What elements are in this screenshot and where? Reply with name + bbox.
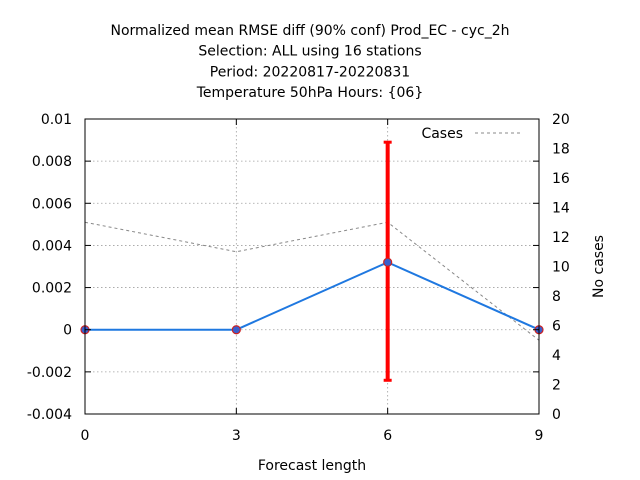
title-line: Selection: ALL using 16 stations — [198, 44, 421, 60]
x-axis-label: Forecast length — [258, 458, 366, 474]
data-point — [231, 325, 241, 335]
rmse-diff-series — [85, 261, 540, 331]
y-tick-label: 0.002 — [32, 281, 72, 297]
x-tick-label: 9 — [535, 428, 544, 444]
y2-tick-label: 16 — [552, 171, 570, 187]
x-tick-label: 0 — [81, 428, 90, 444]
title-line: Temperature 50hPa Hours: {06} — [196, 85, 423, 101]
chart-title: Normalized mean RMSE diff (90% conf) Pro… — [111, 23, 510, 101]
title-line: Normalized mean RMSE diff (90% conf) Pro… — [111, 23, 510, 39]
data-point — [383, 257, 393, 267]
y-tick-label: -0.004 — [27, 407, 72, 423]
y2-tick-label: 20 — [552, 112, 570, 128]
y2-tick-label: 18 — [552, 142, 570, 158]
y-tick-label: 0.004 — [32, 238, 72, 254]
cases-series — [84, 221, 540, 341]
y2-tick-label: 10 — [552, 260, 570, 276]
y-tick-label: 0 — [63, 323, 72, 339]
legend: Cases — [421, 126, 521, 142]
y2-tick-label: 6 — [552, 319, 561, 335]
y-tick-label: 0.008 — [32, 154, 72, 170]
axis-ticks: -0.004 -0.002 0 0.002 0.004 0.006 0.008 0.01 0 2 4… — [27, 112, 570, 444]
y2-tick-label: 14 — [552, 201, 570, 217]
y2-tick-label: 12 — [552, 230, 570, 246]
cases-line — [84, 221, 540, 341]
legend-label-cases: Cases — [421, 126, 463, 142]
rmse-diff-line — [85, 261, 540, 331]
y2-axis-label: No cases — [591, 235, 607, 298]
title-line: Period: 20220817-20220831 — [210, 64, 410, 80]
x-tick-label: 6 — [383, 428, 392, 444]
y2-tick-label: 8 — [552, 289, 561, 305]
y2-tick-label: 0 — [552, 407, 561, 423]
grid-lines — [85, 119, 539, 414]
y2-tick-label: 2 — [552, 378, 561, 394]
y-tick-label: -0.002 — [27, 365, 72, 381]
y-tick-label: 0.006 — [32, 196, 72, 212]
x-tick-label: 3 — [232, 428, 241, 444]
y-tick-label: 0.01 — [41, 112, 72, 128]
plot-frame — [84, 118, 540, 415]
y2-tick-label: 4 — [552, 348, 561, 364]
